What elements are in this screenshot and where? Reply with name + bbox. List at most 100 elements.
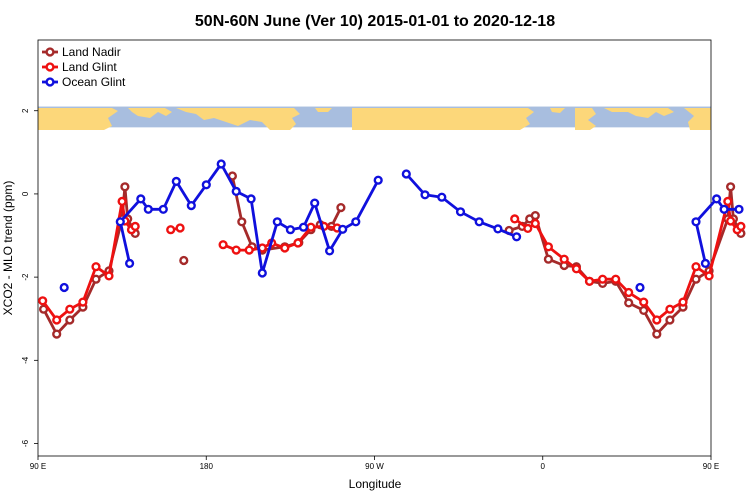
data-point-ocean-glint (338, 224, 348, 234)
data-point-land-glint (78, 297, 88, 307)
data-point-land-glint (510, 214, 520, 224)
data-point-land-glint (91, 262, 101, 272)
data-point-ocean-glint (635, 282, 645, 293)
data-point-ocean-glint (158, 204, 168, 214)
data-point-land-glint (559, 254, 569, 264)
data-point-land-glint (652, 315, 662, 325)
data-point-land-nadir (543, 254, 554, 264)
data-point-ocean-glint (201, 180, 211, 190)
x-tick-label: 0 (541, 462, 546, 471)
data-point-ocean-glint (216, 159, 226, 169)
data-point-land-glint (38, 296, 48, 306)
data-point-land-glint (306, 222, 316, 232)
x-tick-label: 90 W (365, 462, 384, 471)
data-point-ocean-glint (401, 169, 411, 179)
y-tick-label: -4 (21, 356, 30, 364)
data-point-ocean-glint (455, 207, 466, 217)
data-point-land-glint (543, 242, 554, 252)
map-band-land (38, 108, 711, 130)
data-point-ocean-glint (493, 224, 503, 234)
legend-label-ocean-glint: Ocean Glint (62, 75, 126, 89)
data-point-land-glint (293, 238, 303, 248)
data-point-land-nadir (665, 315, 675, 325)
data-point-ocean-glint (115, 217, 125, 227)
data-point-land-glint (166, 225, 176, 235)
series-layer (38, 159, 746, 339)
data-point-land-glint (725, 216, 736, 226)
data-point-ocean-glint (272, 217, 282, 227)
data-point-land-glint (117, 196, 127, 207)
y-axis: -6 -4 -2 0 2 (21, 108, 38, 447)
data-point-ocean-glint (474, 217, 484, 227)
data-point-land-glint (584, 276, 595, 286)
data-point-land-glint (244, 245, 254, 255)
data-point-land-nadir (336, 203, 346, 213)
x-tick-label: 90 E (30, 462, 46, 471)
data-point-land-glint (691, 262, 701, 272)
data-point-ocean-glint (186, 201, 196, 211)
data-point-land-glint (639, 297, 649, 307)
data-point-ocean-glint (351, 217, 361, 227)
data-point-ocean-glint (246, 194, 256, 204)
data-point-ocean-glint (257, 268, 267, 278)
data-point-land-nadir (639, 305, 649, 316)
series-land-nadir (38, 171, 746, 339)
data-point-ocean-glint (171, 176, 181, 187)
data-point-land-nadir (52, 329, 62, 339)
chart-title: 50N-60N June (Ver 10) 2015-01-01 to 2020… (195, 13, 555, 30)
data-point-ocean-glint (325, 246, 335, 256)
series-line-land-glint (222, 225, 338, 252)
series-land-glint (38, 196, 746, 325)
y-axis-label: XCO2 - MLO trend (ppm) (1, 181, 15, 316)
data-point-land-glint (52, 315, 62, 325)
data-point-ocean-glint (231, 186, 241, 197)
data-point-ocean-glint (143, 204, 153, 214)
series-line-ocean-glint (118, 162, 380, 275)
data-point-land-nadir (725, 182, 736, 192)
data-point-land-glint (280, 243, 290, 253)
y-tick-label: -6 (21, 439, 30, 447)
data-point-land-glint (130, 221, 140, 232)
data-point-land-glint (678, 297, 688, 307)
data-point-land-glint (571, 264, 582, 274)
legend-marker-land-glint (45, 62, 55, 72)
x-tick-label: 180 (200, 462, 214, 471)
legend-label-land-nadir: Land Nadir (62, 45, 121, 59)
data-point-ocean-glint (373, 175, 383, 185)
data-point-land-glint (736, 221, 746, 232)
data-point-ocean-glint (285, 225, 296, 235)
data-point-land-nadir (530, 211, 540, 221)
data-point-ocean-glint (310, 198, 320, 208)
data-point-land-nadir (652, 329, 662, 339)
data-point-land-glint (218, 240, 228, 250)
legend-marker-land-nadir (45, 47, 55, 57)
x-axis: 90 E 180 90 W 0 90 E (30, 456, 719, 471)
x-axis-label: Longitude (349, 477, 402, 491)
data-point-land-glint (611, 274, 621, 284)
data-point-land-glint (624, 287, 634, 298)
data-point-land-glint (104, 271, 114, 281)
data-point-ocean-glint (734, 204, 744, 214)
data-point-ocean-glint (437, 192, 447, 202)
legend-label-land-glint: Land Glint (62, 60, 117, 74)
data-point-land-nadir (179, 255, 189, 266)
x-tick-label: 90 E (703, 462, 719, 471)
data-point-ocean-glint (59, 282, 69, 293)
data-point-ocean-glint (125, 258, 135, 269)
data-point-land-nadir (65, 315, 75, 325)
data-point-land-glint (231, 245, 241, 255)
y-tick-label: 0 (21, 191, 30, 196)
data-point-land-nadir (624, 298, 634, 308)
y-tick-label: 2 (21, 108, 30, 113)
data-point-land-glint (523, 223, 533, 234)
data-point-ocean-glint (691, 217, 701, 227)
data-point-ocean-glint (711, 194, 722, 204)
series-ocean-glint (59, 159, 744, 293)
data-point-ocean-glint (511, 232, 522, 242)
data-point-ocean-glint (136, 194, 146, 204)
data-point-land-glint (723, 196, 733, 207)
series-line-ocean-glint (694, 197, 739, 264)
data-point-land-glint (704, 271, 714, 281)
